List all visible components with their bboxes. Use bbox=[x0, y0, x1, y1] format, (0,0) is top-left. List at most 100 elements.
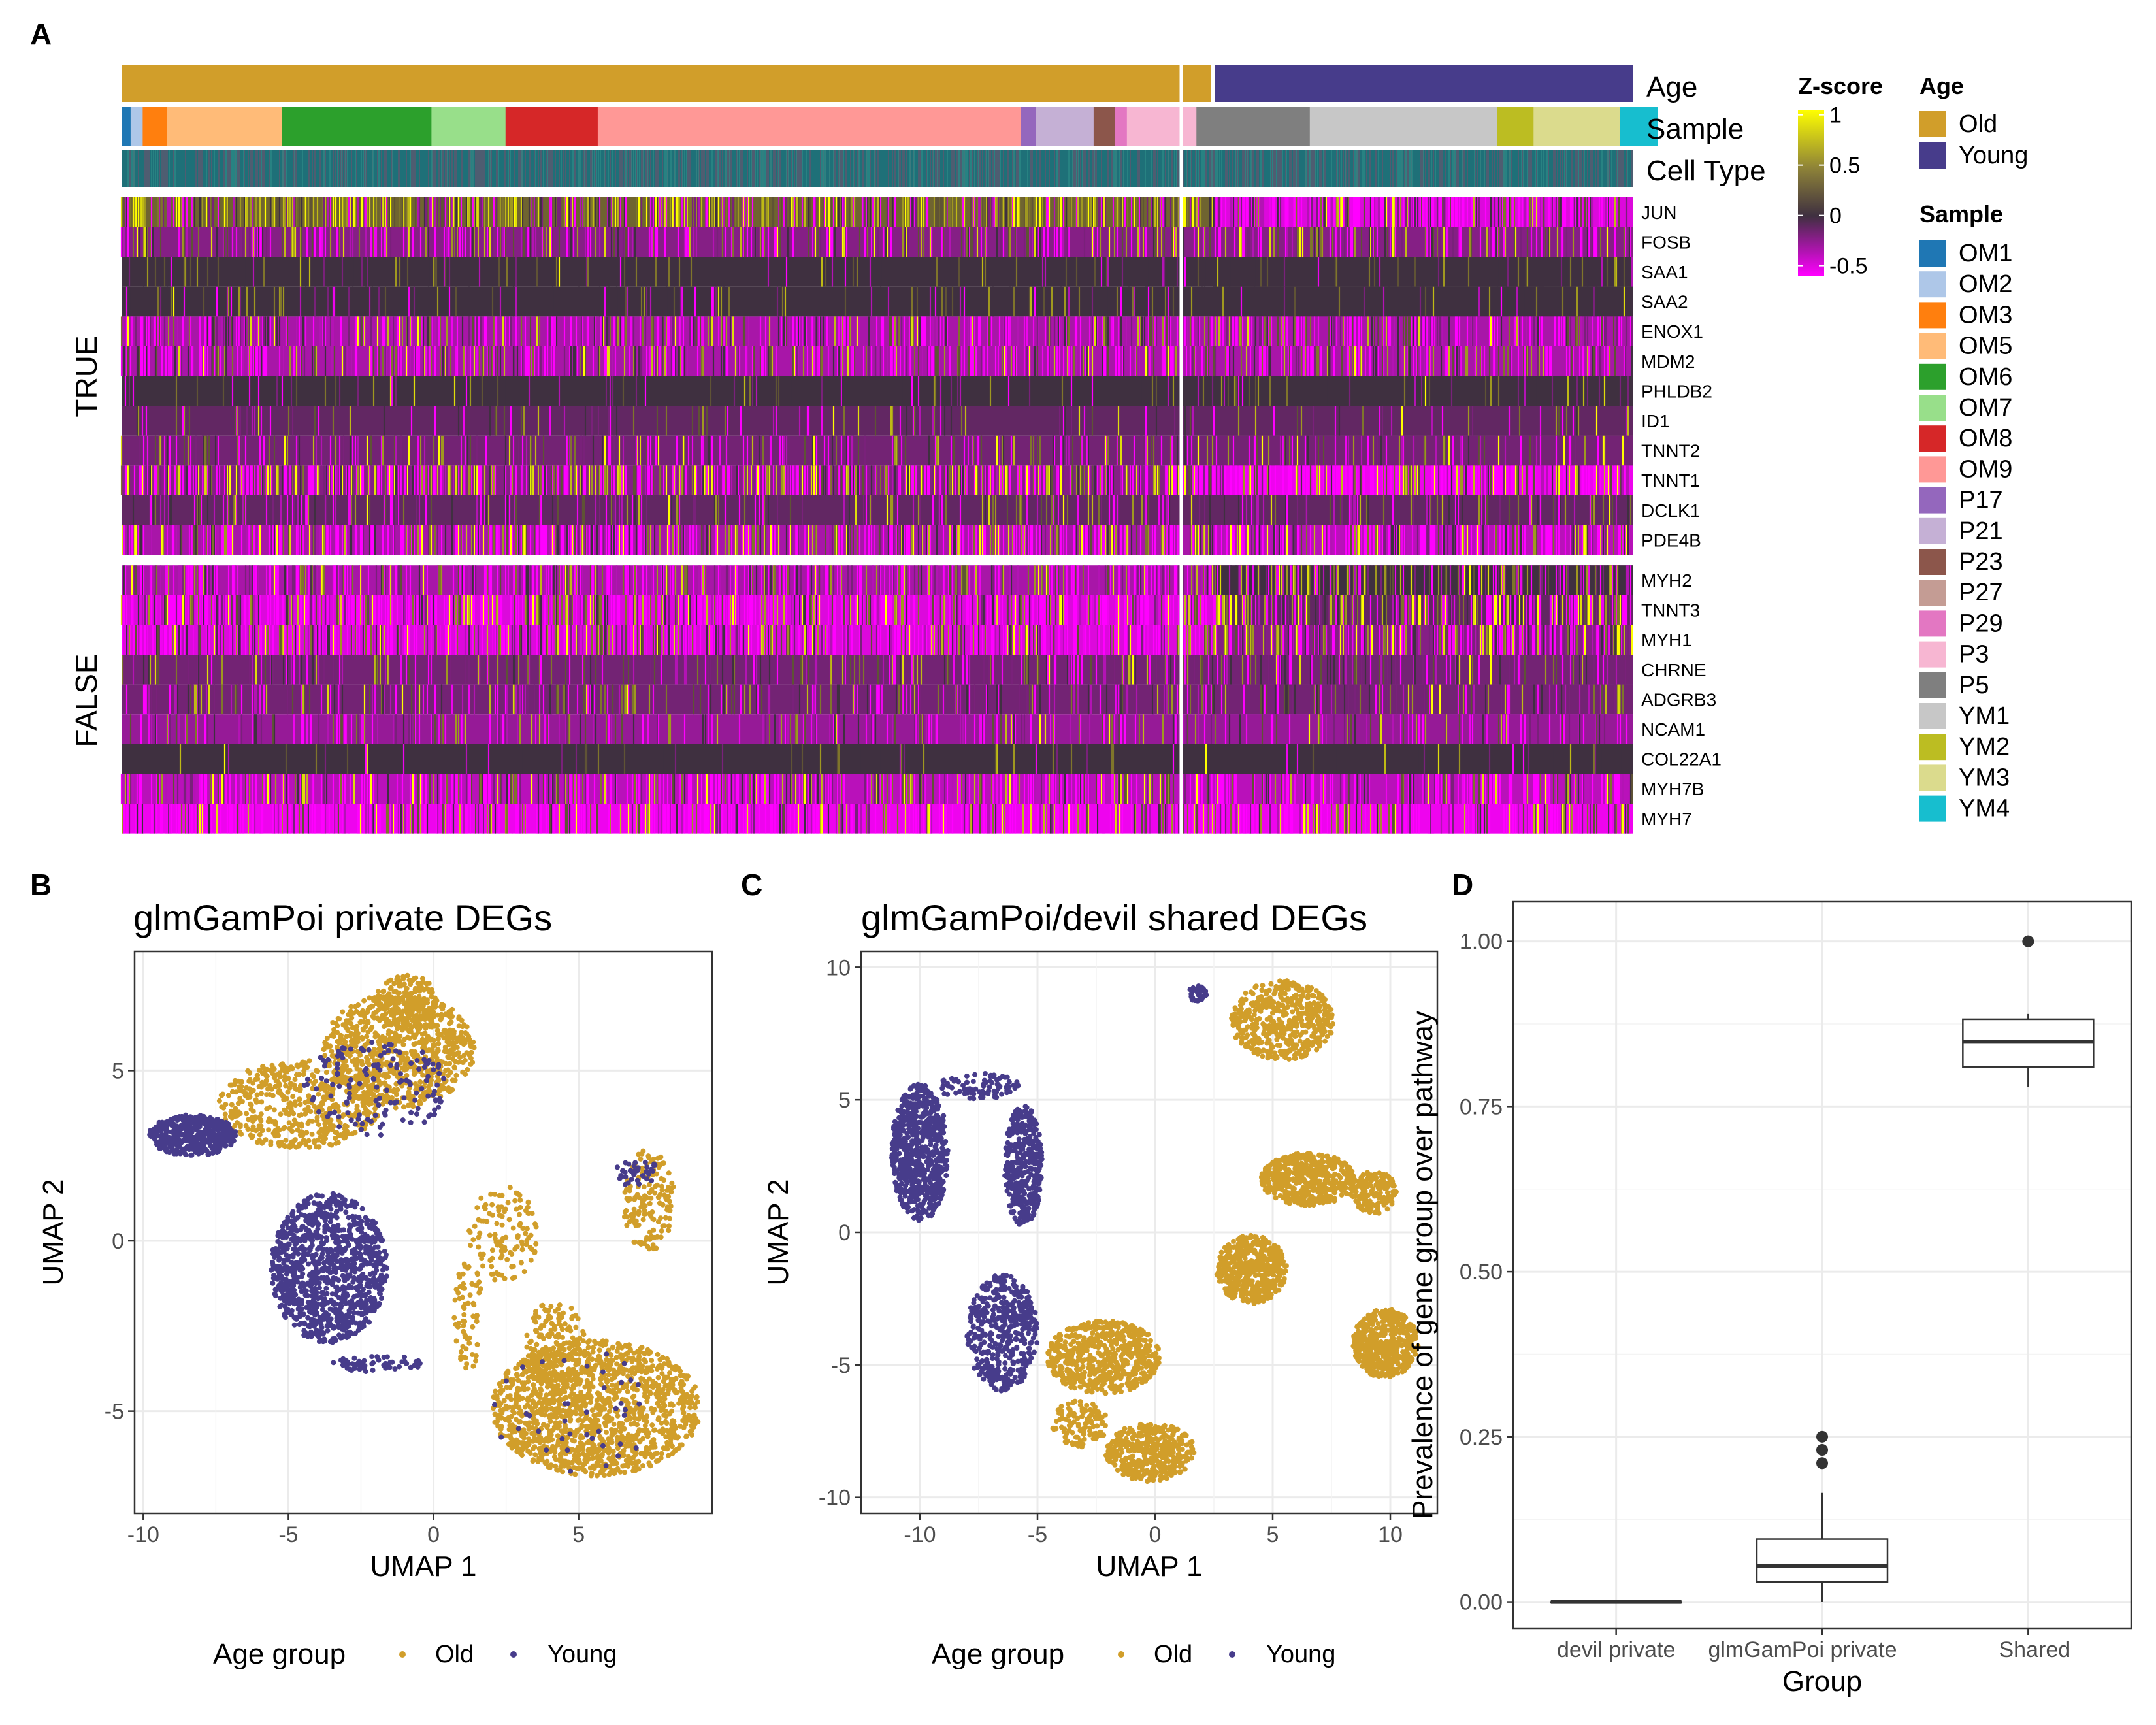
sample-segment-p29 bbox=[1115, 107, 1128, 146]
legend-sample-label-ym1: YM1 bbox=[1959, 702, 2010, 730]
heatmap-cells-ncam1-1 bbox=[140, 714, 1628, 744]
gene-label-myh2: MYH2 bbox=[1641, 570, 1692, 591]
heatmap-cells-chrne-7 bbox=[210, 655, 1605, 685]
heatmap-cells-adgrb3-0 bbox=[125, 684, 1558, 715]
legend-key-old bbox=[399, 1651, 406, 1658]
heatmap-cells-jun-9 bbox=[162, 197, 1628, 227]
legend-sample-swatch-om9 bbox=[1919, 456, 1946, 483]
scatter-points-old-3 bbox=[1214, 1232, 1290, 1307]
heatmap-cells-saa1-5 bbox=[183, 257, 1584, 287]
scatter-points-young-3 bbox=[331, 1354, 423, 1374]
heatmap-cells-tnnt3-7 bbox=[165, 595, 1611, 625]
sample-segment-p21 bbox=[1036, 107, 1094, 146]
heatmap-cells-chrne-4 bbox=[154, 655, 1461, 685]
x-tick-label: 5 bbox=[1267, 1522, 1279, 1547]
heatmap-cells-fosb-7 bbox=[159, 227, 1547, 257]
heatmap-cells-pde4b-10 bbox=[344, 525, 1588, 555]
heatmap-cells-id1-9 bbox=[349, 406, 1629, 436]
heatmap-cells-ncam1-3 bbox=[150, 714, 1597, 744]
cell-type-track bbox=[122, 150, 1633, 187]
heatmap-cells-fosb-10 bbox=[244, 227, 1559, 257]
heatmap-cells-myh7b-3 bbox=[127, 774, 1620, 804]
heatmap-cells-phldb2-0 bbox=[124, 376, 1244, 406]
legend-sample-swatch-ym1 bbox=[1919, 703, 1946, 729]
heatmap-cells-fosb-8 bbox=[178, 227, 1563, 257]
heatmap-cells-jun-10 bbox=[191, 197, 1614, 227]
heatmap-cells-saa1-2 bbox=[146, 257, 1616, 287]
sample-segment-ym3 bbox=[1533, 107, 1620, 146]
heatmap-cells-enox1-10 bbox=[387, 316, 1518, 346]
heatmap-cells-fosb-5 bbox=[142, 227, 1575, 257]
heatmap-cells-chrne-3 bbox=[149, 655, 1584, 685]
scatter-points-old-0 bbox=[321, 991, 477, 1111]
legend-sample-swatch-p21 bbox=[1919, 518, 1946, 544]
heatmap-cells-dclk1-3 bbox=[154, 495, 1632, 525]
heatmap-cells-mdm2-3 bbox=[129, 346, 1625, 376]
heatmap-cells-id1-2 bbox=[141, 406, 1542, 436]
heatmap-cells-adgrb3-4 bbox=[176, 684, 1563, 715]
x-tick-label: -10 bbox=[904, 1522, 936, 1547]
heatmap-cells-saa2-1 bbox=[125, 286, 1243, 317]
y-tick-label: -5 bbox=[831, 1353, 851, 1378]
heatmap-cells-pde4b-0 bbox=[122, 525, 1602, 555]
legend-age-swatch-young bbox=[1919, 142, 1946, 169]
legend-sample-swatch-om3 bbox=[1919, 302, 1946, 329]
legend-key-young bbox=[510, 1651, 517, 1658]
y-tick-label: 0 bbox=[112, 1229, 124, 1254]
heatmap-cells-ncam1-10 bbox=[1039, 714, 1311, 744]
scatter-points-young-0 bbox=[889, 1081, 951, 1223]
heatmap-cells-chrne-0 bbox=[122, 655, 1575, 685]
heatmap-cells-myh7-7 bbox=[199, 804, 1624, 834]
scatter-points-young-0 bbox=[147, 1112, 238, 1158]
heatmap-cells-mdm2-7 bbox=[203, 346, 1363, 376]
heatmap-cells-tnnt1-8 bbox=[203, 465, 1629, 495]
box-glmgampoi-private bbox=[1756, 1538, 1889, 1583]
heatmap-cells-enox1-8 bbox=[206, 316, 1568, 346]
heatmap-cells-myh7b-6 bbox=[157, 774, 1633, 804]
heatmap-row-base-young-myh7 bbox=[1213, 804, 1633, 834]
heatmap-cells-id1-5 bbox=[188, 406, 1560, 436]
outlier-glmgampoi-private bbox=[1816, 1457, 1828, 1470]
legend-sample-label-p17: P17 bbox=[1959, 487, 2003, 514]
plot-title: glmGamPoi private DEGs bbox=[133, 897, 552, 938]
heatmap-cells-adgrb3-7 bbox=[208, 684, 1620, 715]
heatmap-cells-saa1-6 bbox=[252, 257, 1633, 287]
scatter-points-young-5 bbox=[492, 1351, 642, 1474]
legend-sample-swatch-om2 bbox=[1919, 271, 1946, 298]
heatmap-cells-chrne-2 bbox=[142, 655, 1588, 685]
x-tick-label: glmGamPoi private bbox=[1708, 1637, 1897, 1662]
legend-sample-swatch-p5 bbox=[1919, 672, 1946, 698]
heatmap-cells-enox1-6 bbox=[155, 316, 1615, 346]
y-tick-label: 0.75 bbox=[1460, 1094, 1503, 1119]
colorbar-tick-label: -0.5 bbox=[1829, 254, 1868, 279]
sample-segment-om8 bbox=[505, 107, 598, 146]
heatmap-cells-jun-3 bbox=[125, 197, 1610, 227]
legend-label-old: Old bbox=[435, 1641, 474, 1668]
heatmap-cells-jun-4 bbox=[127, 197, 1611, 227]
gene-label-chrne: CHRNE bbox=[1641, 660, 1707, 680]
heatmap-cells-myh7-4 bbox=[149, 804, 1632, 834]
heatmap-cells-tnnt2-7 bbox=[166, 435, 1470, 466]
annotation-label-sample: Sample bbox=[1646, 113, 1744, 145]
heatmap-cells-chrne-9 bbox=[260, 655, 1572, 685]
outlier-glmgampoi-private bbox=[1816, 1430, 1828, 1443]
heatmap-cells-myh7b-8 bbox=[212, 774, 1609, 804]
heatmap-cells-myh7-2 bbox=[128, 804, 1616, 834]
heatmap-cells-myh1-4 bbox=[137, 625, 1594, 655]
legend-sample-swatch-p29 bbox=[1919, 610, 1946, 637]
x-tick-label: 0 bbox=[427, 1522, 440, 1547]
heatmap-cells-myh7b-4 bbox=[128, 774, 1577, 804]
legend-sample-label-p3: P3 bbox=[1959, 641, 1989, 668]
heatmap-cells-jun-0 bbox=[120, 197, 1538, 227]
heatmap-cells-myh2-3 bbox=[133, 565, 1605, 595]
heatmap-cells-saa2-0 bbox=[122, 286, 1598, 317]
legend-sample-label-ym2: YM2 bbox=[1959, 733, 2010, 761]
scatter-points-old-7 bbox=[1050, 1398, 1108, 1450]
x-tick-label: -5 bbox=[278, 1522, 298, 1547]
heatmap-cells-myh2-10 bbox=[321, 565, 1503, 595]
heatmap-cells-chrne-8 bbox=[221, 655, 1547, 685]
heatmap-cells-pde4b-4 bbox=[129, 525, 1632, 555]
y-tick-label: 1.00 bbox=[1460, 930, 1503, 955]
heatmap-cells-saa2-5 bbox=[203, 286, 1427, 317]
heatmap-cells-enox1-0 bbox=[120, 316, 1581, 346]
